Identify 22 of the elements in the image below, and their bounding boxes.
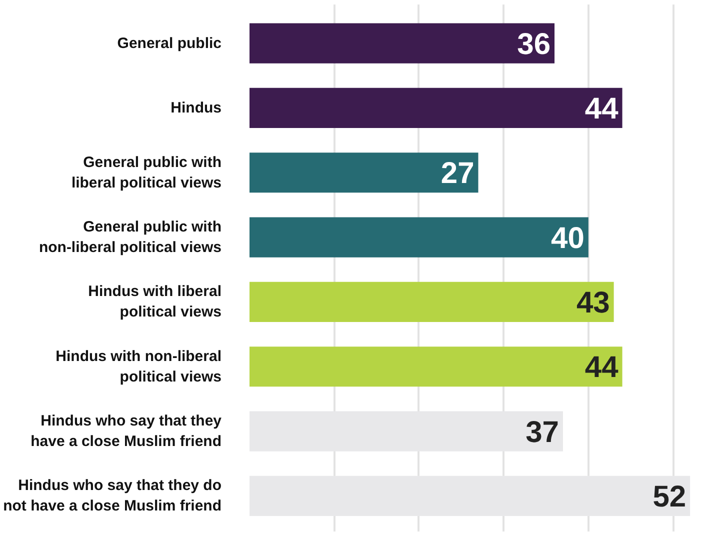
y-tick-label: Hindus with liberal political views [88,283,222,321]
y-tick-label: Hindus who say that they do not have a close Muslim friend [3,477,222,515]
data-label: 43 [576,286,610,320]
y-tick-label: General public with non-liberal political views [38,218,222,256]
bar [250,282,614,322]
bar [250,23,555,64]
data-label: 52 [652,480,686,514]
bar [250,152,478,193]
data-label: 27 [440,157,474,190]
y-tick-label: Hindus with non-liberal political views [56,348,222,386]
y-tick-label: General public with liberal political views [71,154,222,192]
data-label: 44 [584,351,619,384]
data-label: 40 [551,222,584,255]
data-label: 44 [584,92,619,126]
y-tick-label: General public [117,34,222,52]
y-tick-label: Hindus [170,99,222,116]
bar [250,88,622,128]
data-label: 37 [526,416,559,449]
bar [250,346,622,387]
y-tick-label: Hindus who say that they have a close Muslim friend [30,412,222,450]
data-label: 36 [517,28,551,61]
bar [250,217,588,258]
